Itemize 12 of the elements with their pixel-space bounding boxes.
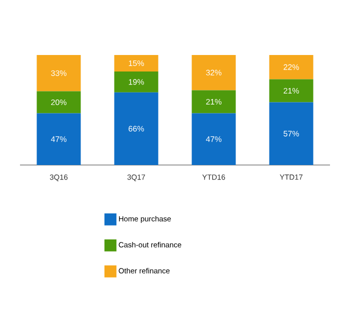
bar <box>36 55 81 92</box>
bar <box>192 55 236 90</box>
bar <box>192 113 236 165</box>
bar <box>114 92 158 165</box>
bar <box>114 55 158 72</box>
bar <box>36 91 81 114</box>
bar <box>269 55 314 80</box>
bar <box>269 79 314 102</box>
bar <box>192 90 236 114</box>
bar <box>36 113 81 165</box>
bar <box>114 72 158 92</box>
bar <box>269 102 314 165</box>
